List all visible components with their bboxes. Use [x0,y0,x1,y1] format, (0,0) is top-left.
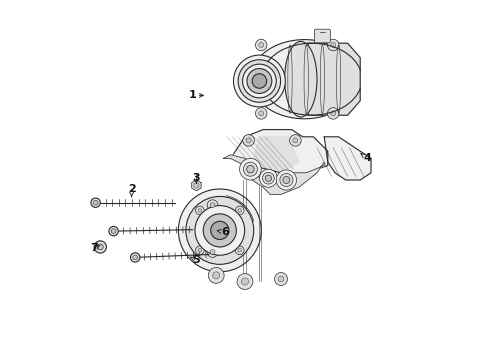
Circle shape [94,241,106,253]
Circle shape [208,267,224,283]
Circle shape [98,244,103,250]
Circle shape [255,108,267,119]
Circle shape [242,278,248,285]
Circle shape [198,248,202,252]
Circle shape [210,203,215,208]
Circle shape [280,174,293,186]
Circle shape [255,39,267,51]
Circle shape [263,172,274,184]
Polygon shape [223,155,324,194]
Circle shape [276,170,296,190]
Circle shape [203,214,236,247]
Polygon shape [252,137,299,173]
Circle shape [196,246,204,255]
Circle shape [93,200,98,205]
Circle shape [207,200,218,211]
Circle shape [210,249,215,255]
Circle shape [274,273,288,285]
Circle shape [331,42,336,48]
Text: 3: 3 [193,173,200,183]
Circle shape [243,135,254,146]
Ellipse shape [250,40,358,119]
Circle shape [244,162,257,176]
Circle shape [246,165,254,173]
Circle shape [259,169,277,187]
Circle shape [247,68,272,94]
Circle shape [235,206,244,215]
Circle shape [238,209,242,212]
Text: 7: 7 [91,243,99,253]
Circle shape [283,176,290,184]
Circle shape [246,138,251,143]
Circle shape [290,135,301,146]
Polygon shape [324,137,371,180]
Circle shape [207,247,218,257]
Circle shape [213,272,220,279]
Circle shape [240,158,261,180]
Text: 2: 2 [128,184,135,197]
Polygon shape [308,43,360,115]
Circle shape [243,64,276,98]
Text: 6: 6 [217,227,229,237]
Circle shape [238,248,242,252]
Circle shape [178,189,261,272]
FancyBboxPatch shape [315,29,330,43]
Circle shape [252,74,267,88]
Circle shape [327,39,339,51]
Circle shape [293,138,298,143]
Circle shape [198,209,202,212]
Circle shape [327,108,339,119]
Circle shape [186,197,254,264]
Circle shape [237,274,253,289]
Circle shape [259,42,264,48]
Circle shape [133,255,138,260]
Circle shape [194,183,199,188]
Circle shape [265,175,271,181]
Circle shape [238,60,281,102]
Text: 1: 1 [189,90,203,100]
Circle shape [195,206,245,255]
Circle shape [196,206,204,215]
Text: 4: 4 [361,153,371,163]
Circle shape [109,226,118,236]
Circle shape [259,111,264,116]
Circle shape [111,229,116,234]
Circle shape [233,55,285,107]
Circle shape [235,246,244,255]
Circle shape [331,111,336,116]
Polygon shape [231,130,328,173]
Polygon shape [192,180,201,191]
Circle shape [211,221,229,239]
Circle shape [91,198,100,207]
Text: 5: 5 [190,255,200,265]
Ellipse shape [285,41,317,117]
Circle shape [278,276,284,282]
Circle shape [130,253,140,262]
